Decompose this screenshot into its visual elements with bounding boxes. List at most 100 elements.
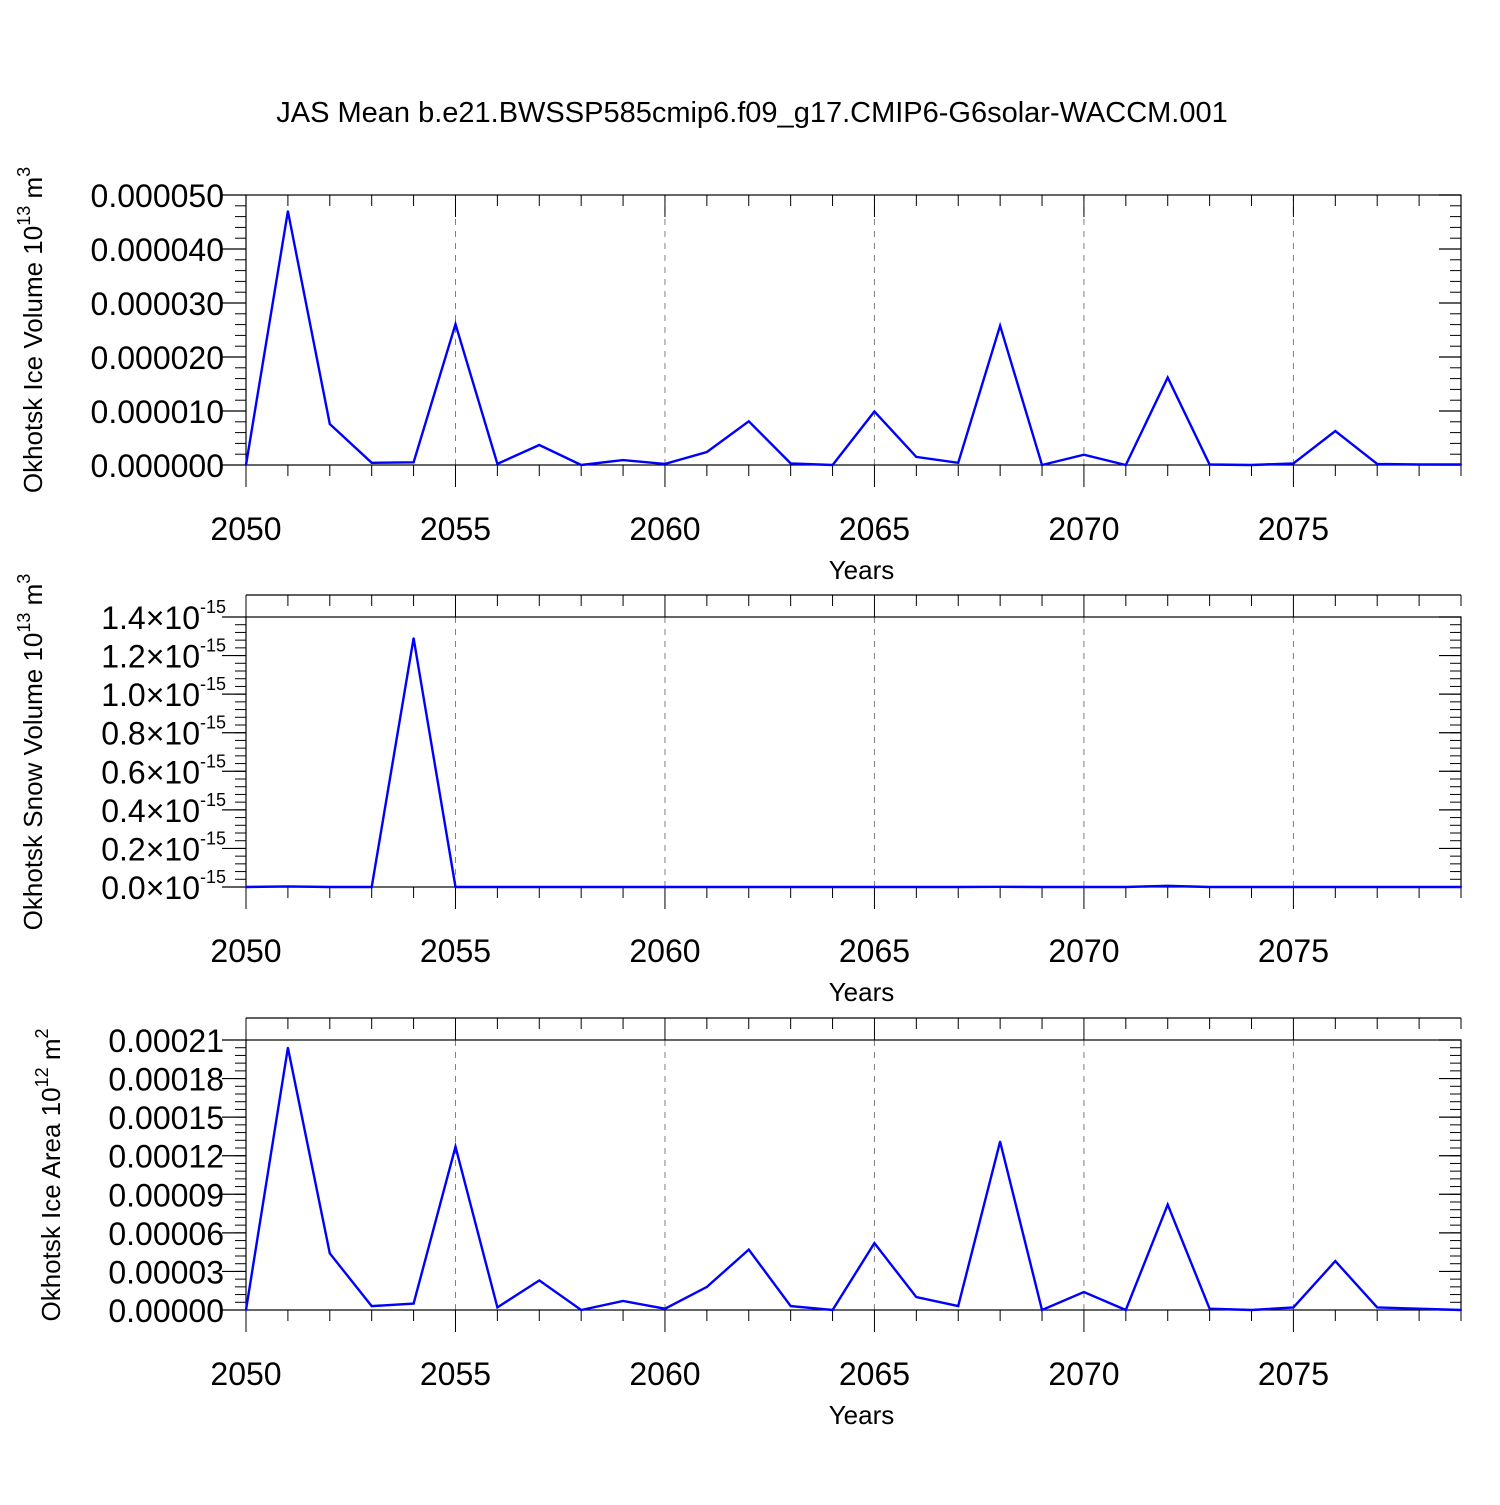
data-point [1166, 1203, 1169, 1206]
data-point [705, 1285, 708, 1288]
y-tick-label: 0.000050 [91, 178, 224, 214]
panel-3: 2050 2055 2060 2065 2070 2075Years0.000000.00… [32, 1017, 1462, 1430]
data-point [873, 410, 876, 413]
y-tick-label: 0.00009 [108, 1177, 224, 1213]
data-point [1334, 429, 1337, 432]
x-tick-label: 2060 [629, 933, 700, 969]
x-tick-label: 2070 [1048, 933, 1119, 969]
data-point [245, 1309, 247, 1311]
x-tick-label: 2075 [1258, 933, 1329, 969]
plot-frame [245, 616, 1462, 888]
x-tick-label: 2060 [629, 511, 700, 547]
data-point [873, 1242, 876, 1245]
y-tick-label: 0.00018 [108, 1062, 224, 1098]
x-tick-label: 2065 [839, 511, 910, 547]
y-tick-label: 0.000040 [91, 232, 224, 268]
data-point [915, 886, 918, 888]
data-point [1334, 886, 1337, 888]
data-point [1124, 464, 1127, 466]
x-tick-label: 2075 [1258, 511, 1329, 547]
data-point [412, 461, 415, 464]
data-point [328, 422, 331, 425]
x-axis-label: Years [829, 977, 895, 1007]
y-tick-label: 0.00003 [108, 1254, 224, 1290]
data-point [831, 1309, 834, 1311]
data-point [663, 1307, 666, 1310]
data-point [412, 1302, 415, 1305]
x-axis-label: Years [829, 1400, 895, 1430]
data-point [1292, 462, 1295, 465]
data-point [999, 1140, 1002, 1143]
data-point [1292, 886, 1295, 888]
y-axis-label: Okhotsk Snow Volume 1013 m3 [14, 574, 48, 931]
data-point [705, 886, 708, 888]
data-point [1334, 1260, 1337, 1263]
data-point [747, 1248, 750, 1251]
data-point [328, 1252, 331, 1255]
data-point [1460, 463, 1462, 466]
data-point [1418, 463, 1421, 466]
data-point [1376, 462, 1379, 465]
data-point [370, 461, 373, 464]
data-point [580, 886, 583, 888]
data-point [1041, 1309, 1044, 1311]
x-tick-label: 2070 [1048, 511, 1119, 547]
y-tick-label: 0.8×10-15 [101, 713, 226, 752]
data-point [957, 461, 960, 464]
data-point [999, 324, 1002, 327]
data-point [789, 1305, 792, 1308]
series-line [244, 1047, 1462, 1312]
y-tick-label: 0.2×10-15 [101, 828, 226, 867]
data-point [957, 886, 960, 888]
data-point [789, 886, 792, 888]
data-point [957, 1305, 960, 1308]
data-point [1208, 886, 1211, 888]
data-point [412, 637, 415, 640]
x-tick-label: 2050 [210, 933, 281, 969]
x-tick-label: 2050 [210, 1356, 281, 1392]
data-point [496, 886, 499, 888]
data-point [1250, 886, 1253, 888]
y-tick-label: 1.2×10-15 [101, 636, 226, 675]
data-point [1460, 1309, 1462, 1311]
data-point [915, 455, 918, 458]
data-point [622, 886, 625, 888]
data-point [496, 1306, 499, 1309]
data-point [663, 886, 666, 888]
data-point [1208, 1307, 1211, 1310]
data-point [286, 1046, 289, 1049]
x-tick-label: 2055 [420, 511, 491, 547]
x-tick-label: 2050 [210, 511, 281, 547]
y-axis-label: Okhotsk Ice Volume 1013 m3 [14, 167, 48, 493]
x-tick-label: 2055 [420, 1356, 491, 1392]
data-point [1041, 886, 1044, 888]
data-point [1292, 1306, 1295, 1309]
x-tick-label: 2055 [420, 933, 491, 969]
data-point [1124, 1309, 1127, 1311]
data-point [622, 1300, 625, 1302]
x-tick-label: 2075 [1258, 1356, 1329, 1392]
y-tick-label: 0.00015 [108, 1100, 224, 1136]
x-tick-label: 2065 [839, 933, 910, 969]
y-tick-label: 0.00006 [108, 1216, 224, 1252]
data-point [915, 1296, 918, 1299]
y-tick-label: 0.00000 [108, 1293, 224, 1329]
data-point [1418, 1307, 1421, 1310]
data-point [622, 459, 625, 462]
data-point [454, 323, 457, 326]
data-point [873, 886, 876, 888]
data-point [705, 451, 708, 454]
data-point [245, 886, 247, 888]
y-axis-label: Okhotsk Ice Area 1012 m2 [32, 1028, 66, 1321]
data-point [286, 210, 289, 213]
data-point [538, 444, 541, 447]
data-point [1124, 886, 1127, 888]
y-tick-label: 0.000030 [91, 286, 224, 322]
y-tick-label: 0.000020 [91, 340, 224, 376]
data-point [1208, 463, 1211, 466]
data-point [999, 885, 1002, 888]
panel-2: 2050 2055 2060 2065 2070 2075Years0.0×10-150.… [14, 574, 1462, 1007]
y-tick-label: 1.0×10-15 [101, 674, 226, 713]
